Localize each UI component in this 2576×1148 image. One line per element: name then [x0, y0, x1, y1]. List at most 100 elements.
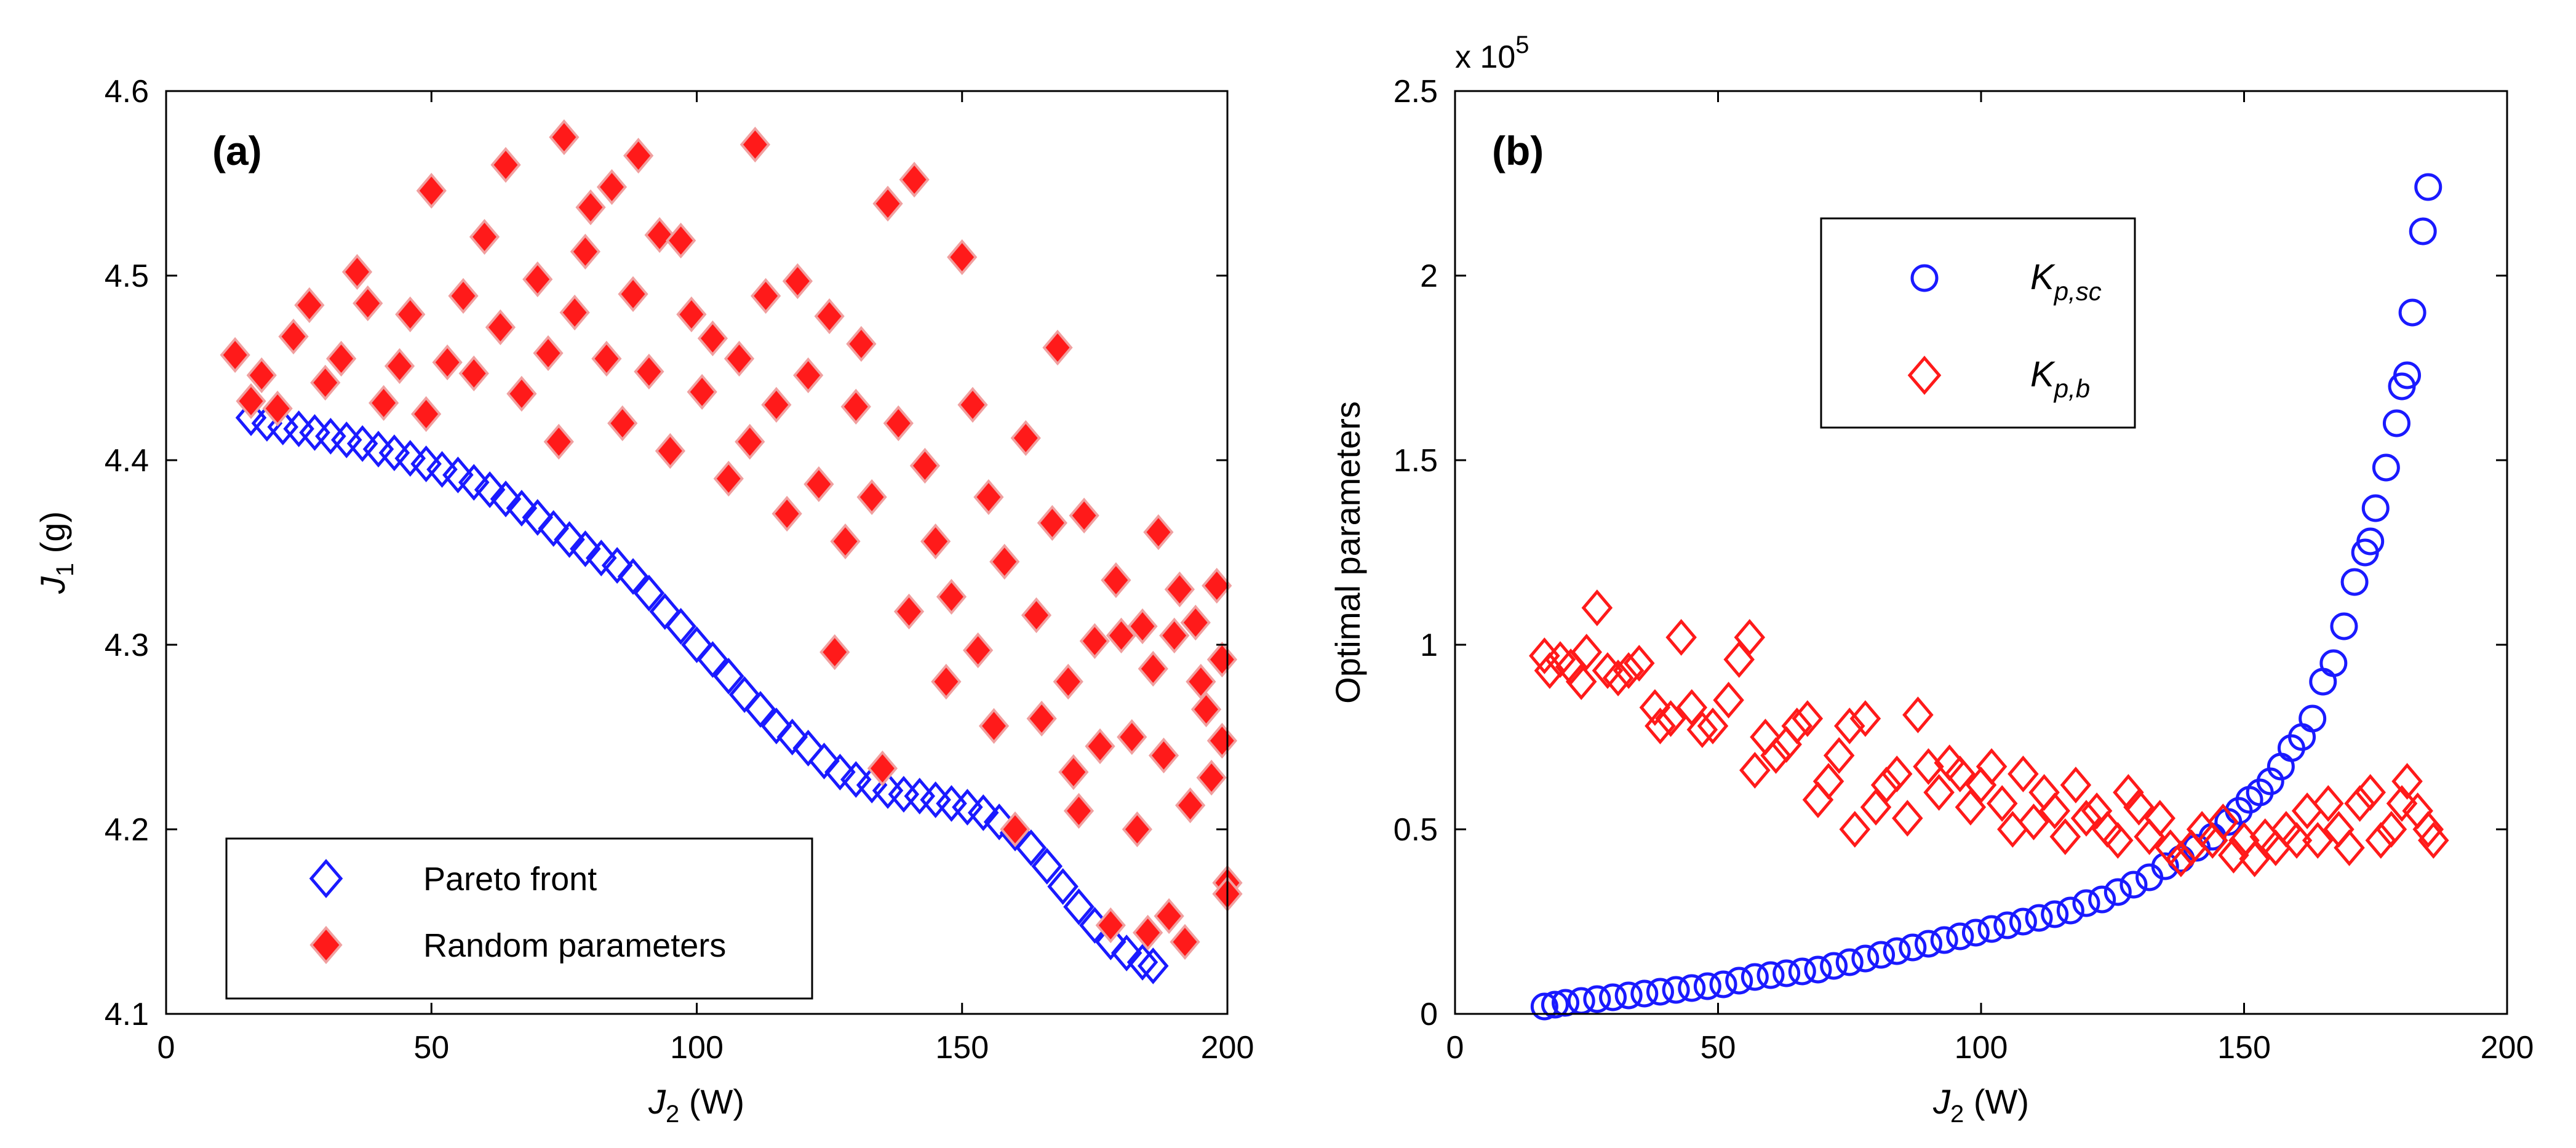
data-point — [1042, 329, 1073, 366]
data-point — [634, 353, 664, 390]
data-point — [1833, 708, 1865, 744]
data-point — [978, 708, 1010, 744]
data-point — [649, 593, 681, 630]
data-point — [1713, 682, 1744, 719]
panel-b-marks — [1529, 173, 2449, 1021]
data-point — [840, 388, 871, 425]
panel-a-legend-label-random: Random parameters — [423, 927, 726, 964]
panel-a-y-tick-label: 4.4 — [105, 443, 149, 479]
data-point — [1143, 514, 1174, 551]
data-point — [2313, 785, 2344, 822]
data-point — [1823, 737, 1855, 774]
data-point — [2028, 774, 2060, 811]
data-point — [776, 719, 808, 755]
panel-a-legend-marker-pareto — [309, 859, 343, 898]
data-point — [1849, 700, 1881, 737]
data-point — [618, 276, 648, 313]
panel-b-series-1 — [1529, 589, 2449, 877]
panel-b-x-title-unit: (W) — [1964, 1082, 2029, 1121]
data-point — [920, 523, 951, 560]
data-point — [1944, 755, 1976, 792]
panel-a-x-axis-title: J2 (W) — [648, 1082, 744, 1128]
data-point — [1069, 497, 1099, 534]
data-point — [1976, 748, 2008, 785]
data-point — [1154, 898, 1184, 935]
data-point — [2008, 755, 2039, 792]
data-point — [1000, 811, 1031, 848]
data-point — [2299, 704, 2327, 733]
data-point — [840, 761, 872, 798]
data-point — [1047, 868, 1079, 905]
panel-a-x-title-main: J — [648, 1082, 666, 1121]
data-point — [1602, 660, 1634, 696]
data-point — [341, 253, 373, 290]
data-point — [570, 530, 601, 567]
data-point — [1946, 922, 1974, 951]
data-point — [2041, 900, 2069, 928]
data-point — [1881, 755, 1913, 792]
data-point — [740, 126, 770, 163]
data-point — [575, 189, 606, 226]
data-point — [681, 626, 712, 663]
data-point — [2382, 409, 2411, 437]
data-point — [2088, 885, 2116, 914]
data-point — [1867, 941, 1896, 969]
panel-a-series-0 — [235, 399, 1169, 984]
panel-b-x-tick-label: 0 — [1446, 1030, 1464, 1066]
data-point — [1186, 663, 1216, 700]
data-point — [724, 340, 755, 377]
data-point — [1058, 754, 1089, 791]
data-point — [1915, 930, 1942, 958]
data-point — [2361, 494, 2390, 522]
data-point — [1860, 789, 1892, 826]
data-point — [666, 222, 696, 259]
data-point — [1571, 634, 1603, 671]
panel-b-y-axis-title: Optimal parameters — [1328, 401, 1367, 704]
data-point — [856, 479, 887, 516]
panel-a-x-tick-label: 150 — [935, 1030, 989, 1066]
data-point — [2302, 822, 2334, 859]
panel-a-legend-label-pareto: Pareto front — [423, 861, 597, 898]
data-point — [824, 754, 856, 791]
data-point — [585, 540, 617, 576]
data-point — [665, 608, 696, 645]
data-point — [294, 287, 325, 324]
data-point — [2144, 800, 2175, 837]
data-point — [2025, 904, 2053, 932]
data-point — [1930, 926, 1958, 954]
panel-b-y-tick-label: 0.5 — [1394, 812, 1438, 848]
data-point — [1190, 691, 1222, 728]
data-point — [1085, 728, 1115, 765]
data-point — [676, 296, 707, 333]
data-point — [633, 575, 665, 612]
data-point — [378, 434, 410, 471]
data-point — [1709, 970, 1737, 999]
data-point — [1583, 985, 1611, 1013]
data-point — [1993, 911, 2022, 939]
panel-b-x-tick-label: 200 — [2481, 1030, 2534, 1066]
data-point — [1138, 650, 1168, 687]
data-point — [1697, 708, 1729, 744]
data-point — [1792, 700, 1824, 737]
data-point — [369, 385, 399, 421]
data-point — [1892, 800, 1923, 837]
data-point — [533, 335, 564, 372]
panel-a-legend: Pareto front Random parameters — [225, 837, 813, 1000]
data-point — [591, 340, 622, 377]
data-point — [744, 691, 776, 728]
data-point — [1170, 923, 1200, 960]
data-point — [1781, 708, 1813, 744]
data-point — [792, 730, 824, 767]
data-point — [1015, 829, 1047, 866]
data-point — [410, 445, 442, 482]
data-point — [687, 373, 717, 410]
data-point — [1031, 848, 1063, 885]
data-point — [1599, 983, 1627, 1011]
data-point — [1676, 689, 1708, 726]
data-point — [235, 399, 267, 436]
data-point — [394, 440, 426, 477]
panel-a-ticks: 0 50 100 150 200 4.1 4.2 4.3 4.4 4.5 4.6 — [105, 74, 1254, 1066]
data-point — [395, 296, 426, 333]
panel-b-legend-box — [1820, 217, 2136, 429]
data-point — [1063, 792, 1095, 829]
